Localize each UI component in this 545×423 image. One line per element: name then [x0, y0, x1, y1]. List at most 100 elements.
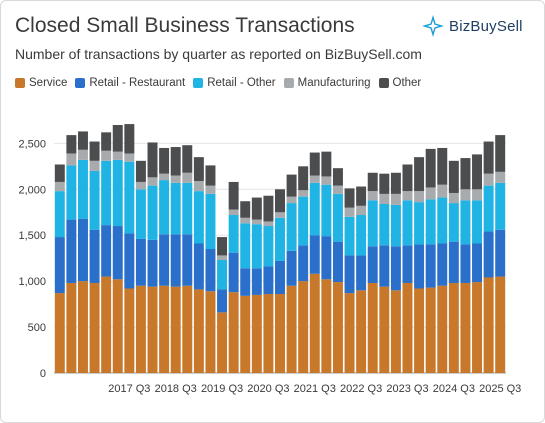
bar-service-2025-q2[interactable]	[483, 277, 494, 373]
bar-retail-restaurant-2022-q1[interactable]	[332, 241, 343, 283]
bar-manufacturing-2019-q2[interactable]	[205, 185, 216, 194]
bar-service-2023-q3[interactable]	[402, 282, 413, 373]
bar-retail-restaurant-2021-q2[interactable]	[298, 245, 309, 282]
bar-retail-restaurant-2019-q2[interactable]	[205, 249, 216, 292]
bar-manufacturing-2019-q3[interactable]	[217, 255, 228, 261]
bar-service-2021-q1[interactable]	[286, 285, 297, 373]
legend-item-retail-other[interactable]: Retail - Other	[193, 77, 276, 89]
legend-item-service[interactable]: Service	[15, 77, 67, 89]
bar-manufacturing-2023-q3[interactable]	[402, 191, 413, 201]
bar-retail-restaurant-2017-q1[interactable]	[101, 225, 112, 277]
bar-retail-other-2021-q3[interactable]	[309, 182, 320, 236]
bar-other-2019-q1[interactable]	[193, 157, 204, 182]
bar-retail-restaurant-2021-q3[interactable]	[309, 235, 320, 274]
bar-retail-other-2022-q1[interactable]	[332, 193, 343, 242]
bar-other-2022-q2[interactable]	[344, 188, 355, 208]
bar-retail-other-2016-q4[interactable]	[89, 170, 100, 230]
bar-other-2021-q1[interactable]	[286, 174, 297, 197]
bar-other-2018-q1[interactable]	[147, 142, 158, 178]
bar-retail-other-2018-q1[interactable]	[147, 185, 158, 240]
bar-service-2022-q2[interactable]	[344, 293, 355, 373]
bar-retail-other-2025-q2[interactable]	[483, 185, 494, 232]
bar-retail-other-2024-q1[interactable]	[425, 199, 436, 245]
bar-manufacturing-2020-q3[interactable]	[263, 221, 274, 227]
bar-retail-other-2020-q2[interactable]	[251, 224, 262, 269]
bar-service-2019-q2[interactable]	[205, 291, 216, 373]
bar-manufacturing-2024-q2[interactable]	[437, 184, 448, 198]
bar-retail-restaurant-2024-q4[interactable]	[460, 244, 471, 283]
bar-retail-other-2024-q4[interactable]	[460, 200, 471, 245]
bar-manufacturing-2017-q4[interactable]	[135, 181, 146, 190]
bar-retail-restaurant-2016-q1[interactable]	[54, 237, 65, 294]
bar-manufacturing-2018-q4[interactable]	[182, 172, 193, 183]
bar-retail-other-2016-q1[interactable]	[54, 191, 65, 238]
bar-retail-restaurant-2019-q1[interactable]	[193, 243, 204, 290]
bar-other-2016-q4[interactable]	[89, 141, 100, 161]
bar-retail-other-2023-q3[interactable]	[402, 200, 413, 246]
bar-service-2020-q1[interactable]	[240, 295, 251, 373]
bar-retail-other-2017-q3[interactable]	[124, 161, 135, 234]
bar-retail-other-2025-q1[interactable]	[472, 200, 483, 244]
bar-retail-other-2017-q2[interactable]	[112, 159, 123, 227]
bar-other-2022-q3[interactable]	[356, 186, 367, 206]
bar-service-2018-q1[interactable]	[147, 286, 158, 373]
bar-manufacturing-2016-q1[interactable]	[54, 181, 65, 192]
bar-service-2023-q1[interactable]	[379, 286, 390, 373]
bar-retail-other-2018-q2[interactable]	[159, 180, 170, 235]
bar-retail-restaurant-2020-q2[interactable]	[251, 268, 262, 295]
bar-other-2019-q3[interactable]	[217, 237, 228, 256]
bar-retail-restaurant-2019-q4[interactable]	[228, 252, 239, 293]
bar-retail-restaurant-2016-q2[interactable]	[66, 219, 77, 283]
bar-retail-other-2018-q3[interactable]	[170, 182, 181, 235]
bar-retail-other-2022-q3[interactable]	[356, 215, 367, 256]
bar-service-2021-q3[interactable]	[309, 273, 320, 373]
bar-retail-other-2021-q4[interactable]	[321, 184, 332, 237]
bar-retail-restaurant-2018-q4[interactable]	[182, 234, 193, 286]
bar-other-2020-q3[interactable]	[263, 195, 274, 222]
bar-service-2021-q4[interactable]	[321, 279, 332, 373]
bar-service-2021-q2[interactable]	[298, 281, 309, 373]
bar-service-2018-q4[interactable]	[182, 285, 193, 373]
bar-service-2017-q4[interactable]	[135, 285, 146, 373]
bar-manufacturing-2016-q4[interactable]	[89, 160, 100, 171]
bar-retail-restaurant-2017-q2[interactable]	[112, 226, 123, 280]
bar-retail-other-2016-q3[interactable]	[77, 159, 88, 219]
bar-other-2018-q3[interactable]	[170, 147, 181, 176]
bar-other-2017-q1[interactable]	[101, 132, 112, 151]
bar-service-2020-q2[interactable]	[251, 294, 262, 373]
bar-other-2019-q4[interactable]	[228, 181, 239, 210]
bar-retail-restaurant-2022-q2[interactable]	[344, 255, 355, 294]
bar-service-2024-q1[interactable]	[425, 287, 436, 373]
bar-retail-other-2019-q3[interactable]	[217, 260, 228, 290]
bar-service-2025-q1[interactable]	[472, 282, 483, 373]
bar-manufacturing-2019-q1[interactable]	[193, 181, 204, 192]
bar-service-2017-q1[interactable]	[101, 276, 112, 373]
bar-other-2024-q2[interactable]	[437, 147, 448, 185]
bar-retail-restaurant-2021-q4[interactable]	[321, 236, 332, 280]
bar-retail-restaurant-2018-q3[interactable]	[170, 234, 181, 287]
bar-retail-restaurant-2020-q3[interactable]	[263, 266, 274, 295]
bar-other-2023-q4[interactable]	[414, 157, 425, 192]
bar-other-2023-q2[interactable]	[390, 172, 401, 194]
bar-retail-other-2023-q2[interactable]	[390, 204, 401, 247]
legend-item-manufacturing[interactable]: Manufacturing	[283, 77, 371, 89]
bar-manufacturing-2017-q3[interactable]	[124, 153, 135, 162]
bar-service-2019-q3[interactable]	[217, 312, 228, 373]
bar-other-2019-q2[interactable]	[205, 165, 216, 186]
bar-manufacturing-2024-q4[interactable]	[460, 189, 471, 201]
bar-other-2020-q1[interactable]	[240, 201, 251, 218]
bar-other-2016-q3[interactable]	[77, 131, 88, 150]
bar-manufacturing-2020-q2[interactable]	[251, 219, 262, 225]
bar-manufacturing-2020-q4[interactable]	[275, 212, 285, 218]
bar-retail-other-2016-q2[interactable]	[66, 165, 77, 220]
bar-retail-other-2024-q2[interactable]	[437, 197, 448, 244]
bar-other-2022-q4[interactable]	[367, 172, 378, 192]
bar-other-2016-q2[interactable]	[66, 135, 77, 154]
bar-other-2025-q2[interactable]	[483, 141, 494, 174]
bar-retail-other-2019-q4[interactable]	[228, 215, 239, 253]
bar-service-2018-q2[interactable]	[159, 285, 170, 373]
bar-manufacturing-2021-q2[interactable]	[298, 190, 309, 197]
bar-retail-other-2017-q4[interactable]	[135, 189, 146, 239]
bar-retail-other-2020-q4[interactable]	[275, 217, 285, 261]
bar-other-2017-q2[interactable]	[112, 125, 123, 152]
